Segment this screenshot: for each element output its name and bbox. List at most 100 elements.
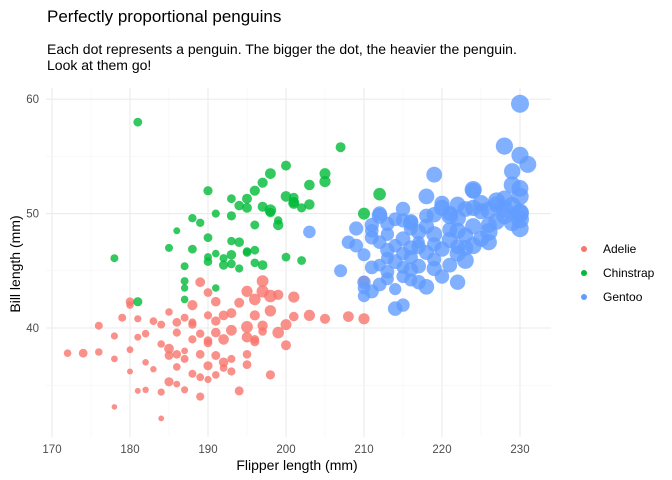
y-tick-label: 60	[26, 94, 39, 106]
point-adelie	[142, 386, 149, 393]
point-gentoo	[334, 264, 348, 278]
point-gentoo	[504, 163, 521, 180]
point-adelie	[249, 293, 261, 306]
point-chinstrap	[257, 177, 268, 188]
point-adelie	[195, 349, 205, 359]
point-gentoo	[441, 207, 459, 225]
point-chinstrap	[110, 254, 119, 263]
point-adelie	[165, 308, 173, 316]
point-chinstrap	[304, 179, 315, 191]
point-gentoo	[465, 182, 482, 199]
point-adelie	[242, 350, 252, 359]
point-adelie	[211, 316, 221, 326]
legend-key-gentoo	[581, 294, 587, 300]
point-adelie	[94, 321, 103, 330]
point-gentoo	[511, 94, 529, 113]
point-chinstrap	[227, 259, 236, 269]
point-adelie	[164, 377, 174, 387]
point-chinstrap	[280, 191, 292, 202]
point-adelie	[141, 329, 150, 338]
point-adelie	[196, 373, 205, 382]
point-adelie	[180, 313, 189, 322]
point-chinstrap	[219, 260, 229, 270]
legend-key-chinstrap	[581, 270, 587, 276]
point-chinstrap	[297, 256, 306, 265]
point-chinstrap	[250, 258, 260, 268]
point-chinstrap	[212, 284, 220, 292]
point-chinstrap	[203, 186, 213, 196]
point-chinstrap	[219, 254, 228, 263]
point-chinstrap	[204, 253, 212, 262]
point-adelie	[126, 346, 134, 354]
point-chinstrap	[250, 220, 260, 230]
point-adelie	[203, 311, 213, 320]
point-gentoo	[480, 234, 497, 251]
point-adelie	[134, 315, 142, 323]
point-adelie	[172, 328, 181, 337]
point-chinstrap	[212, 249, 220, 258]
legend-label-adelie: Adelie	[603, 242, 637, 256]
point-adelie	[358, 313, 370, 325]
point-adelie	[181, 347, 189, 355]
point-chinstrap	[226, 211, 236, 221]
point-adelie	[250, 335, 260, 344]
point-chinstrap	[242, 193, 252, 204]
point-chinstrap	[180, 295, 189, 304]
point-adelie	[241, 331, 253, 343]
chart-subtitle-line-1: Each dot represents a penguin. The bigge…	[47, 41, 517, 57]
point-adelie	[173, 380, 181, 388]
point-adelie	[241, 285, 253, 297]
point-adelie	[142, 359, 149, 366]
legend-label-gentoo: Gentoo	[603, 290, 643, 304]
point-chinstrap	[188, 244, 197, 254]
point-gentoo	[511, 210, 529, 229]
point-chinstrap	[288, 197, 299, 208]
point-gentoo	[349, 221, 364, 236]
point-gentoo	[434, 269, 450, 284]
point-chinstrap	[265, 168, 276, 180]
point-chinstrap	[234, 200, 244, 211]
point-adelie	[118, 313, 127, 322]
point-chinstrap	[242, 203, 252, 213]
point-adelie	[343, 311, 354, 322]
point-gentoo	[511, 180, 529, 197]
point-chinstrap	[319, 176, 331, 188]
point-adelie	[134, 333, 142, 341]
point-adelie	[195, 277, 206, 288]
point-chinstrap	[274, 216, 283, 225]
point-adelie	[218, 310, 229, 321]
point-adelie	[249, 310, 260, 321]
point-chinstrap	[281, 160, 291, 171]
point-adelie	[111, 355, 118, 363]
point-gentoo	[426, 166, 443, 183]
point-chinstrap	[373, 187, 386, 201]
x-tick-label: 180	[120, 444, 139, 456]
point-adelie	[187, 300, 198, 311]
point-adelie	[157, 320, 166, 329]
gridlines	[46, 88, 551, 437]
x-tick-label: 170	[42, 444, 61, 456]
point-gentoo	[418, 218, 434, 234]
point-adelie	[218, 357, 229, 368]
point-adelie	[95, 348, 103, 356]
point-adelie	[256, 275, 269, 287]
point-adelie	[227, 367, 236, 376]
point-gentoo	[442, 257, 458, 273]
point-adelie	[164, 343, 174, 354]
point-adelie	[172, 350, 182, 359]
chart-subtitle-line-2: Look at them go!	[47, 57, 151, 73]
point-gentoo	[387, 301, 403, 316]
point-adelie	[180, 354, 189, 363]
point-chinstrap	[173, 227, 181, 235]
point-chinstrap	[180, 277, 189, 286]
point-chinstrap	[281, 252, 291, 262]
x-tick-label: 210	[354, 444, 373, 456]
point-gentoo	[411, 239, 426, 255]
x-tick-label: 200	[276, 444, 295, 456]
point-adelie	[226, 324, 237, 336]
point-gentoo	[495, 137, 513, 155]
point-gentoo	[403, 214, 419, 230]
point-adelie	[164, 351, 174, 360]
point-chinstrap	[165, 243, 173, 252]
point-chinstrap	[235, 264, 244, 273]
